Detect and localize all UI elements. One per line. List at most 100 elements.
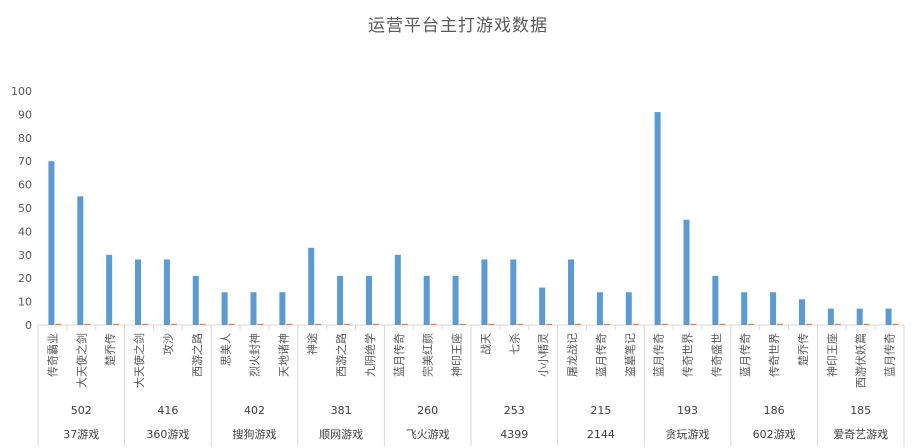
group-count-label: 416 xyxy=(157,404,178,417)
bar-secondary xyxy=(170,323,177,325)
y-tick-label: 50 xyxy=(18,202,32,215)
bar-primary xyxy=(163,259,170,325)
bar-secondary xyxy=(372,323,379,325)
bar-secondary xyxy=(286,323,293,325)
bar-primary xyxy=(221,292,228,325)
group-platform-label: 搜狗游戏 xyxy=(233,427,277,441)
y-tick-label: 40 xyxy=(18,225,32,238)
bar-secondary xyxy=(228,323,235,325)
x-category-label: 天地诸神 xyxy=(276,333,290,377)
bar-primary xyxy=(48,161,55,325)
y-tick-label: 80 xyxy=(18,132,32,145)
bar-primary xyxy=(106,254,113,325)
x-category-label: 蓝月传奇 xyxy=(653,333,666,377)
bar-primary xyxy=(394,254,401,325)
group-platform-label: 飞火游戏 xyxy=(406,428,450,441)
y-tick-label: 90 xyxy=(18,108,32,121)
group-platform-label: 4399 xyxy=(500,428,528,441)
group-count-label: 502 xyxy=(71,404,92,417)
bar-primary xyxy=(279,292,286,325)
x-category-label: 屠龙战记 xyxy=(566,333,579,377)
bar-secondary xyxy=(517,323,524,325)
x-category-label: 蓝月传奇 xyxy=(739,333,752,377)
x-category-label: 神途 xyxy=(305,333,319,355)
bar-primary xyxy=(337,275,344,325)
x-category-label: 传奇世界 xyxy=(768,333,781,377)
bar-secondary xyxy=(603,323,610,325)
group-count-label: 260 xyxy=(417,404,438,417)
bar-secondary xyxy=(863,323,870,325)
x-category-label: 思美人 xyxy=(220,333,233,366)
y-tick-label: 30 xyxy=(18,249,32,262)
y-tick-label: 10 xyxy=(18,296,32,309)
x-category-label: 传奇世界 xyxy=(682,333,695,377)
bar-secondary xyxy=(459,323,466,325)
x-category-label: 蓝月传奇 xyxy=(393,333,406,377)
bar-primary xyxy=(77,196,84,325)
x-category-label: 西游伏妖篇 xyxy=(854,333,868,388)
bar-primary xyxy=(885,308,892,325)
x-category-label: 传奇盛世 xyxy=(709,333,723,377)
bar-secondary xyxy=(55,323,62,325)
bar-secondary xyxy=(488,323,495,325)
x-category-label: 完美红颜 xyxy=(421,333,435,377)
bar-primary xyxy=(365,275,372,325)
group-platform-label: 爱奇艺游戏 xyxy=(833,428,888,441)
group-platform-label: 贪玩游戏 xyxy=(666,427,710,441)
bar-secondary xyxy=(719,323,726,325)
group-count-label: 215 xyxy=(590,404,611,417)
bar-secondary xyxy=(575,323,582,325)
group-platform-label: 顺网游戏 xyxy=(319,428,363,441)
y-tick-label: 60 xyxy=(18,179,32,192)
x-category-label: 烈火封神 xyxy=(248,333,262,377)
x-category-label: 盗墓笔记 xyxy=(623,333,637,377)
group-count-label: 253 xyxy=(504,404,525,417)
group-count-label: 186 xyxy=(764,404,785,417)
bar-primary xyxy=(568,259,575,325)
x-category-label: 西游之路 xyxy=(334,333,348,377)
x-category-label: 大天使之剑 xyxy=(74,333,88,388)
bar-secondary xyxy=(199,323,206,325)
bar-primary xyxy=(192,275,199,325)
bar-secondary xyxy=(546,323,553,325)
bar-primary xyxy=(452,275,459,325)
x-category-label: 大天使之剑 xyxy=(132,333,146,388)
y-tick-label: 70 xyxy=(18,155,32,168)
bar-primary xyxy=(423,275,430,325)
x-category-label: 战天 xyxy=(479,333,492,355)
bar-primary xyxy=(856,308,863,325)
bar-secondary xyxy=(113,323,120,325)
bar-primary xyxy=(510,259,517,325)
x-category-label: 传奇霸业 xyxy=(46,333,59,377)
bar-primary xyxy=(827,308,834,325)
x-category-label: 西游之路 xyxy=(190,333,204,377)
bar-secondary xyxy=(748,323,755,325)
bar-secondary xyxy=(401,323,408,325)
bar-secondary xyxy=(257,323,264,325)
bar-secondary xyxy=(344,323,351,325)
x-category-label: 楚乔传 xyxy=(796,333,810,366)
bar-secondary xyxy=(690,323,697,325)
bar-secondary xyxy=(632,323,639,325)
bar-secondary xyxy=(84,323,91,325)
bar-primary xyxy=(596,292,603,325)
bar-secondary xyxy=(892,323,899,325)
bar-secondary xyxy=(142,323,149,325)
y-tick-label: 100 xyxy=(11,85,32,98)
group-platform-label: 602游戏 xyxy=(753,428,796,441)
group-count-label: 381 xyxy=(331,404,352,417)
bar-secondary xyxy=(661,323,668,325)
x-category-label: 神印王座 xyxy=(450,333,464,377)
bar-primary xyxy=(654,112,661,325)
bar-secondary xyxy=(805,323,812,325)
x-category-label: 神印王座 xyxy=(825,333,839,377)
bar-primary xyxy=(741,292,748,325)
bar-secondary xyxy=(315,323,322,325)
x-category-label: 小小精灵 xyxy=(537,333,550,377)
bar-secondary xyxy=(777,323,784,325)
bar-primary xyxy=(683,219,690,325)
x-category-label: 蓝月传奇 xyxy=(595,333,608,377)
group-platform-label: 37游戏 xyxy=(63,428,99,441)
